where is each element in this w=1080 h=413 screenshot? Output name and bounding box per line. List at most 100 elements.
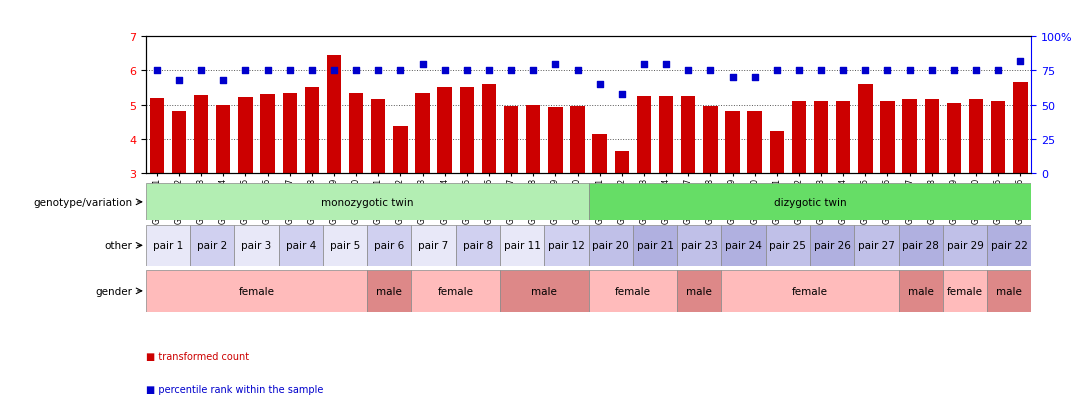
Bar [615, 151, 629, 173]
Bar [859, 85, 873, 173]
Bar [659, 97, 673, 173]
Text: dizygotic twin: dizygotic twin [773, 197, 847, 207]
Point [658, 61, 675, 68]
Bar [943, 271, 987, 312]
Bar [677, 225, 721, 266]
Point [835, 68, 852, 75]
Point [812, 68, 829, 75]
Bar [146, 225, 190, 266]
Text: pair 21: pair 21 [636, 241, 674, 251]
Bar [216, 105, 230, 173]
Point [546, 61, 564, 68]
Text: pair 3: pair 3 [241, 241, 272, 251]
Text: pair 6: pair 6 [374, 241, 405, 251]
Text: ■ percentile rank within the sample: ■ percentile rank within the sample [146, 385, 323, 394]
Text: pair 27: pair 27 [858, 241, 895, 251]
Text: pair 22: pair 22 [990, 241, 1028, 251]
Bar [854, 225, 899, 266]
Text: pair 2: pair 2 [197, 241, 228, 251]
Bar [305, 88, 319, 173]
Bar [150, 98, 164, 173]
Text: gender: gender [95, 286, 133, 296]
Bar [880, 102, 894, 173]
Text: pair 26: pair 26 [813, 241, 851, 251]
Point [325, 68, 342, 75]
Bar [991, 102, 1005, 173]
Bar [766, 225, 810, 266]
Bar [482, 85, 496, 173]
Bar [172, 112, 186, 173]
Text: male: male [377, 286, 402, 296]
Bar [279, 225, 323, 266]
Point [502, 68, 519, 75]
Point [259, 68, 276, 75]
Text: pair 8: pair 8 [462, 241, 494, 251]
Bar [437, 88, 451, 173]
Text: male: male [531, 286, 557, 296]
Text: pair 12: pair 12 [548, 241, 585, 251]
Point [791, 68, 808, 75]
Bar [721, 271, 899, 312]
Point [1012, 58, 1029, 65]
Point [436, 68, 454, 75]
Bar [677, 271, 721, 312]
Point [481, 68, 498, 75]
Bar [570, 107, 584, 173]
Bar [747, 112, 761, 173]
Text: pair 29: pair 29 [946, 241, 984, 251]
Bar [500, 225, 544, 266]
Point [879, 68, 896, 75]
Point [369, 68, 387, 75]
Bar [500, 271, 589, 312]
Text: female: female [947, 286, 983, 296]
Bar [146, 271, 367, 312]
Point [215, 78, 232, 84]
Bar [190, 225, 234, 266]
Bar [947, 104, 961, 173]
Point [591, 82, 608, 88]
Point [901, 68, 918, 75]
Bar [393, 126, 407, 173]
Point [945, 68, 962, 75]
Text: other: other [105, 241, 133, 251]
Bar [1013, 83, 1027, 173]
Bar [544, 225, 589, 266]
Point [768, 68, 785, 75]
Point [392, 68, 409, 75]
Point [923, 68, 941, 75]
Point [569, 68, 586, 75]
Bar [411, 271, 500, 312]
Text: pair 1: pair 1 [152, 241, 184, 251]
Point [746, 75, 764, 81]
Bar [633, 225, 677, 266]
Bar [234, 225, 279, 266]
Bar [367, 225, 411, 266]
Text: female: female [792, 286, 828, 296]
Bar [924, 100, 939, 173]
Bar [903, 100, 917, 173]
Point [171, 78, 188, 84]
Bar [987, 271, 1031, 312]
Bar [526, 105, 540, 173]
Bar [549, 108, 563, 173]
Point [281, 68, 298, 75]
Bar [943, 225, 987, 266]
Text: pair 24: pair 24 [725, 241, 762, 251]
Bar [899, 271, 943, 312]
Point [348, 68, 365, 75]
Bar [637, 97, 651, 173]
Point [192, 68, 210, 75]
Bar [589, 184, 1031, 221]
Text: male: male [997, 286, 1022, 296]
Bar [987, 225, 1031, 266]
Bar [681, 97, 696, 173]
Bar [703, 107, 717, 173]
Text: male: male [908, 286, 933, 296]
Point [724, 75, 741, 81]
Bar [411, 225, 456, 266]
Point [613, 91, 631, 98]
Point [702, 68, 719, 75]
Point [458, 68, 475, 75]
Bar [349, 93, 363, 173]
Bar [504, 107, 518, 173]
